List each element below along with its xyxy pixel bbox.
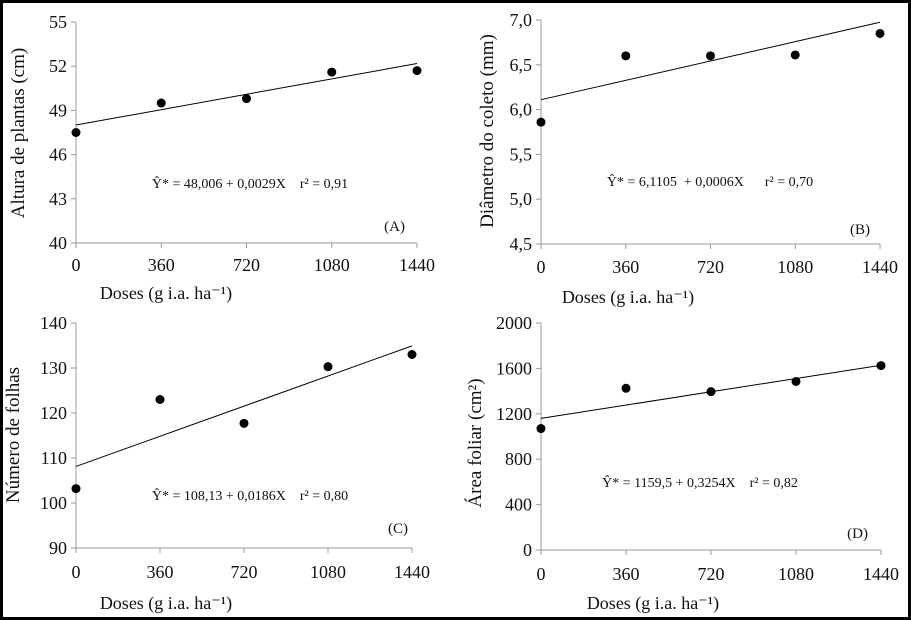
data-point (706, 387, 716, 397)
y-tick-label: 6,5 (510, 55, 533, 75)
y-tick-label: 7,0 (510, 10, 533, 30)
y-tick-label: 400 (505, 495, 532, 515)
y-tick-label: 4,5 (510, 234, 533, 254)
panel-c: 90 100 110 120 130 140 0 360 720 1080 1440 Ŷ* = 108… (3, 313, 430, 614)
y-tick-label: 40 (49, 233, 67, 253)
y-axis-label: Área foliar (cm²) (464, 378, 486, 507)
data-point (412, 66, 422, 76)
y-tick-label: 49 (49, 100, 67, 120)
panel-b: 4,5 5,0 5,5 6,0 6,5 7,0 0 360 720 1080 1440 Ŷ* = 6,… (477, 10, 898, 308)
x-tick-label: 720 (233, 255, 260, 275)
y-tick-label: 120 (40, 403, 67, 423)
y-tick-label: 52 (49, 56, 67, 76)
y-tick-label: 46 (49, 145, 67, 165)
y-tick-label: 1200 (496, 404, 532, 424)
regression-equation: Ŷ* = 48,006 + 0,0029X r² = 0,91 (152, 175, 348, 192)
data-point (536, 117, 546, 127)
data-point (876, 361, 886, 371)
y-tick-label: 110 (41, 448, 67, 468)
y-tick-label: 6,0 (510, 100, 533, 120)
data-point (156, 98, 166, 108)
x-axis-label: Doses (g i.a. ha⁻¹) (100, 593, 232, 614)
data-point (790, 50, 800, 60)
y-tick-label: 100 (40, 493, 67, 513)
x-tick-label: 720 (231, 562, 258, 582)
regression-line (540, 21, 881, 101)
x-tick-label: 1080 (314, 255, 350, 275)
y-tick-label: 130 (40, 358, 67, 378)
regression-equation: Ŷ* = 1159,5 + 0,3254X r² = 0,82 (602, 474, 798, 491)
data-point (323, 362, 333, 372)
data-point (536, 424, 546, 434)
y-tick-label: 43 (49, 189, 67, 209)
data-point (155, 395, 165, 404)
regression-line (75, 345, 413, 467)
data-point (621, 51, 631, 61)
panel-d: 0 400 800 1200 1600 2000 0 360 720 1080 1440 Ŷ* = 1… (464, 313, 899, 614)
x-tick-label: 360 (613, 564, 640, 584)
data-point (71, 484, 81, 494)
x-tick-label: 360 (148, 255, 175, 275)
x-tick-label: 1440 (399, 255, 435, 275)
x-tick-label: 720 (697, 257, 724, 277)
panel-label: (C) (388, 521, 408, 537)
data-point (791, 376, 801, 386)
regression-equation: Ŷ* = 6,1105 + 0,0006X r² = 0,70 (607, 173, 813, 190)
y-tick-label: 140 (40, 313, 67, 333)
data-point (875, 28, 885, 38)
chart-canvas: 40 43 46 49 52 55 0 360 720 1080 1440 Ŷ* = 48,006 +… (3, 10, 899, 614)
y-axis-label: Diâmetro do coleto (mm) (477, 34, 498, 228)
y-tick-label: 5,0 (510, 189, 533, 209)
data-point (327, 67, 337, 77)
data-point (621, 383, 631, 393)
x-tick-label: 0 (72, 562, 81, 582)
x-tick-label: 0 (72, 255, 81, 275)
x-tick-label: 360 (612, 257, 639, 277)
y-tick-label: 1600 (496, 358, 532, 378)
x-tick-label: 1440 (394, 562, 430, 582)
x-tick-label: 720 (698, 564, 725, 584)
regression-equation: Ŷ* = 108,13 + 0,0186X r² = 0,80 (152, 487, 348, 504)
x-tick-label: 1080 (310, 562, 346, 582)
data-point (71, 128, 81, 137)
x-axis-label: Doses (g i.a. ha⁻¹) (562, 287, 694, 308)
y-axis-label: Número de folhas (3, 367, 24, 503)
panel-label: (B) (850, 222, 870, 238)
x-tick-label: 0 (537, 257, 546, 277)
data-point (407, 350, 417, 359)
y-tick-label: 55 (49, 12, 67, 32)
x-tick-label: 1440 (862, 257, 898, 277)
x-tick-label: 1080 (778, 564, 814, 584)
data-point (706, 51, 715, 61)
panel-label: (D) (847, 526, 868, 542)
y-axis-label: Altura de plantas (cm) (8, 48, 29, 218)
data-point (242, 94, 251, 104)
y-tick-label: 800 (505, 449, 532, 469)
y-tick-label: 0 (523, 540, 532, 560)
panel-a: 40 43 46 49 52 55 0 360 720 1080 1440 Ŷ* = 48,006 +… (8, 12, 435, 304)
x-axis-label: Doses (g i.a. ha⁻¹) (587, 593, 719, 614)
y-tick-label: 90 (49, 538, 67, 558)
x-tick-label: 1440 (863, 564, 899, 584)
y-tick-label: 5,5 (510, 144, 533, 164)
panel-label: (A) (384, 219, 405, 235)
x-tick-label: 0 (537, 564, 546, 584)
x-tick-label: 1080 (777, 257, 813, 277)
data-point (239, 418, 249, 428)
y-tick-label: 2000 (496, 313, 532, 333)
x-axis-label: Doses (g i.a. ha⁻¹) (100, 283, 232, 304)
x-tick-label: 360 (147, 562, 174, 582)
